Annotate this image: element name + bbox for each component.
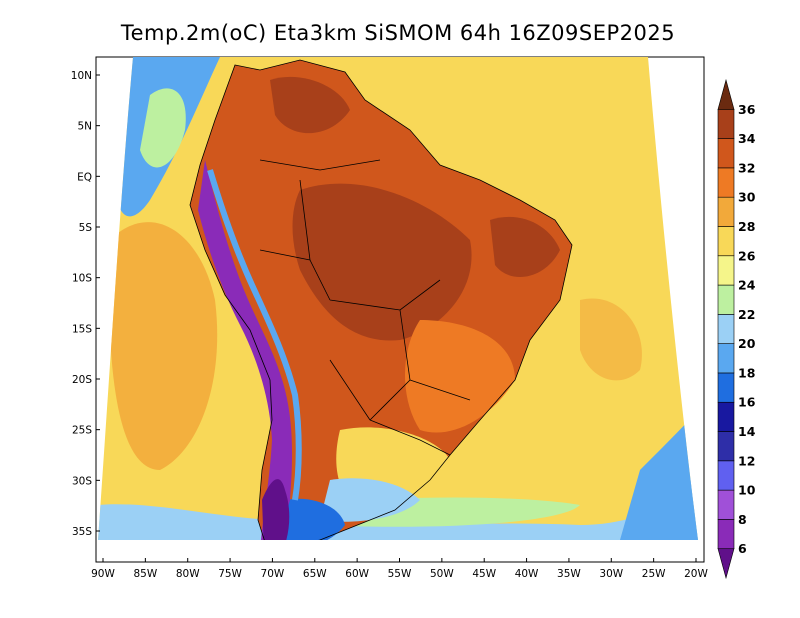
lat-tick-label-2: EQ: [77, 171, 92, 183]
colorbar-label-14: 34: [738, 131, 756, 146]
lat-tick-label-7: 25S: [72, 425, 92, 437]
lon-tick-label-4: 70W: [261, 568, 285, 580]
lon-tick-label-2: 80W: [176, 568, 200, 580]
lon-tick-label-10: 40W: [515, 568, 539, 580]
colorbar-label-0: 6: [738, 541, 747, 556]
ocean-cold-southeast: [620, 410, 698, 540]
colorbar-segment-16: [717, 78, 735, 110]
colorbar-label-9: 24: [738, 278, 756, 293]
ocean-warm-atlantic: [580, 298, 642, 381]
colorbar-segment-10: [717, 255, 735, 286]
continent-warm-southeast: [405, 320, 515, 433]
lat-tick-label-1: 5N: [77, 121, 92, 133]
longitude-tick-labels: 90W 85W 80W 75W 70W 65W 60W 55W 50W 45W 40W 35W 30W 2…: [91, 558, 708, 580]
colorbar-label-6: 18: [738, 365, 755, 380]
colorbar-label-3: 12: [738, 453, 755, 468]
colorbar-segment-15: [717, 108, 735, 139]
lat-tick-label-8: 30S: [72, 475, 92, 487]
lon-tick-label-6: 60W: [345, 568, 369, 580]
andes-cold-fringe: [207, 169, 302, 501]
border-lines: [259, 159, 471, 456]
colorbar-label-12: 30: [738, 190, 756, 205]
lon-tick-label-13: 25W: [642, 568, 666, 580]
colorbar-segment-3: [717, 460, 735, 491]
colorbar-segment-6: [717, 372, 735, 403]
lat-tick-label-3: 5S: [79, 222, 93, 234]
latitude-tick-labels: 10N 5N EQ 5S 10S 15S 20S 25S 30S 35S: [71, 70, 100, 538]
lat-tick-label-5: 15S: [72, 323, 92, 335]
lon-tick-label-11: 35W: [557, 568, 581, 580]
lat-tick-label-9: 35S: [72, 526, 92, 538]
colorbar-label-5: 16: [738, 395, 756, 410]
ocean-green-north-pacific: [140, 88, 186, 168]
lon-tick-label-14: 20W: [684, 568, 708, 580]
colorbar-segment-8: [717, 314, 735, 344]
map-title: Temp.2m(oC) Eta3km SiSMOM 64h 16Z09SEP20…: [120, 21, 675, 45]
continent-hot-north: [270, 76, 350, 134]
colorbar-label-1: 8: [738, 512, 747, 527]
continent-south-cool: [320, 478, 420, 522]
ocean-cool-south: [98, 470, 698, 540]
colorbar-label-8: 22: [738, 307, 755, 322]
lon-tick-label-9: 45W: [472, 568, 496, 580]
lat-tick-label-6: 20S: [72, 374, 92, 386]
temperature-field: [98, 57, 698, 540]
coastline: [189, 59, 573, 540]
lon-tick-label-3: 75W: [218, 568, 242, 580]
colorbar-label-7: 20: [738, 336, 756, 351]
lon-tick-label-12: 30W: [599, 568, 623, 580]
colorbar-segment-5: [717, 401, 735, 432]
colorbar-label-13: 32: [738, 160, 755, 175]
colorbar-label-10: 26: [738, 248, 756, 263]
colorbar-segment-1: [717, 519, 735, 550]
colorbar-label-2: 10: [738, 483, 756, 498]
colorbar-segment-11: [717, 226, 735, 257]
colorbar-segment-0: [717, 548, 735, 580]
lon-tick-label-0: 90W: [91, 568, 115, 580]
continent-hot-northeast: [490, 216, 560, 277]
colorbar-segment-4: [717, 431, 735, 462]
colorbar-segment-9: [717, 284, 735, 315]
colorbar: 6 8 10 12 14 16 18 20 22 24 26 28 30 32 34 36: [717, 78, 756, 580]
colorbar-label-15: 36: [738, 102, 756, 117]
colorbar-segment-12: [717, 196, 735, 227]
colorbar-segment-2: [717, 489, 735, 520]
colorbar-segment-13: [717, 167, 735, 198]
lat-tick-label-4: 10S: [72, 273, 92, 285]
lon-tick-label-8: 50W: [430, 568, 454, 580]
colorbar-label-11: 28: [738, 219, 755, 234]
political-boundaries: [189, 59, 573, 540]
colorbar-label-4: 14: [738, 424, 756, 439]
colorbar-segment-7: [717, 343, 735, 374]
andes-coldest-core: [262, 479, 290, 540]
lon-tick-label-7: 55W: [388, 568, 412, 580]
lon-tick-label-5: 65W: [303, 568, 327, 580]
lon-tick-label-1: 85W: [133, 568, 157, 580]
lat-tick-label-0: 10N: [71, 70, 92, 82]
andes-cold-belt: [198, 160, 293, 540]
ocean-warm-pacific: [109, 222, 218, 470]
colorbar-segment-14: [717, 138, 735, 169]
